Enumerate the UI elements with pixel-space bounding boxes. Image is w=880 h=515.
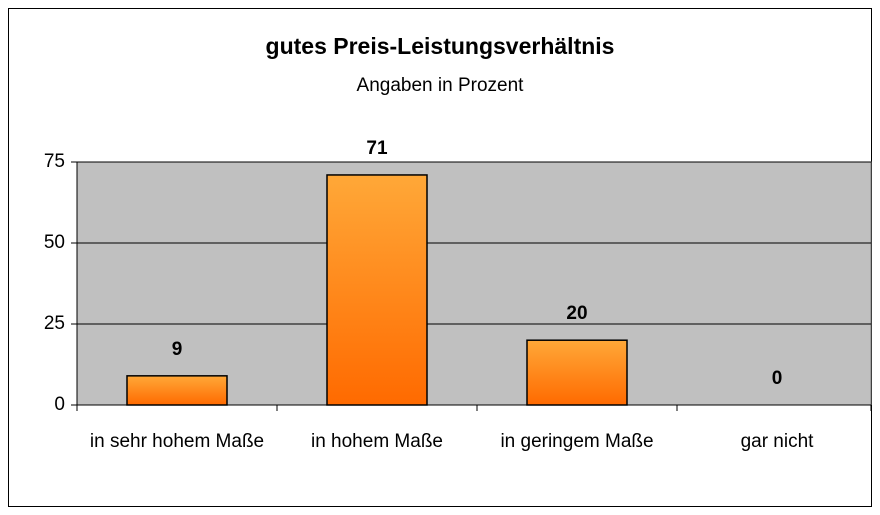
bar: [326, 174, 428, 406]
y-tick-label: 50: [44, 232, 65, 253]
x-tick-label: gar nicht: [740, 431, 814, 452]
data-label: 71: [366, 138, 388, 159]
y-tick-label: 0: [54, 394, 65, 415]
chart-subtitle: Angaben in Prozent: [357, 75, 525, 96]
x-tick-label: in geringem Maße: [500, 431, 654, 452]
bar: [526, 339, 628, 406]
y-tick-label: 25: [44, 313, 65, 334]
data-label: 0: [772, 368, 783, 389]
data-label: 20: [566, 303, 587, 324]
x-tick-label: in sehr hohem Maße: [89, 431, 265, 452]
y-tick-label: 75: [44, 151, 65, 172]
x-tick-label: in hohem Maße: [310, 431, 443, 452]
plot-area: [76, 161, 872, 406]
bar: [126, 375, 228, 406]
data-label: 9: [172, 339, 183, 360]
chart-title: gutes Preis-Leistungsverhältnis: [266, 33, 615, 59]
